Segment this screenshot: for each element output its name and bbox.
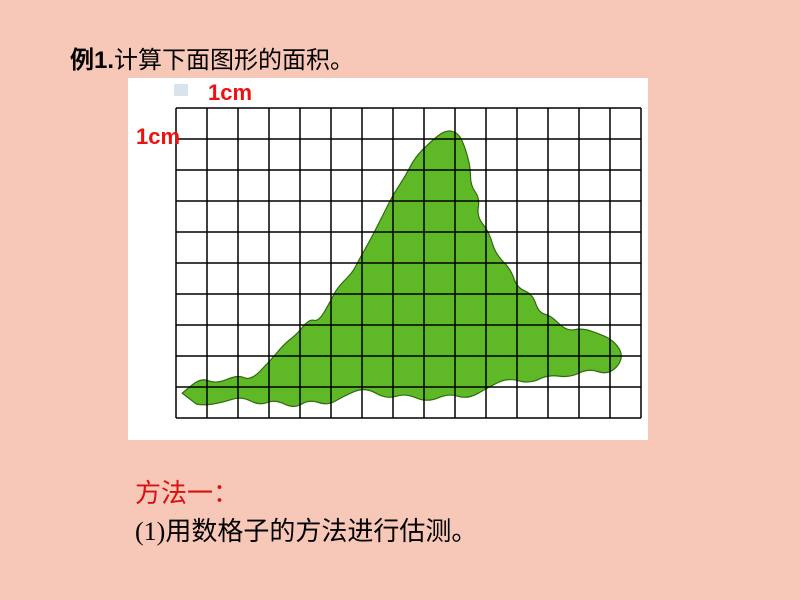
grid-figure: 1cm 1cm <box>128 78 648 440</box>
unit-label-left: 1cm <box>136 124 180 150</box>
grid-svg <box>128 78 648 440</box>
method-heading: 方法一： <box>135 475 477 513</box>
irregular-shape <box>182 131 621 406</box>
example-prefix: 例 <box>70 47 94 74</box>
method-body: (1)用数格子的方法进行估测。 <box>135 513 477 551</box>
method-block: 方法一： (1)用数格子的方法进行估测。 <box>135 475 477 550</box>
unit-label-top: 1cm <box>208 80 252 106</box>
example-number: 1. <box>94 47 114 74</box>
example-title: 例1.计算下面图形的面积。 <box>70 40 354 75</box>
example-text: 计算下面图形的面积。 <box>114 48 354 74</box>
